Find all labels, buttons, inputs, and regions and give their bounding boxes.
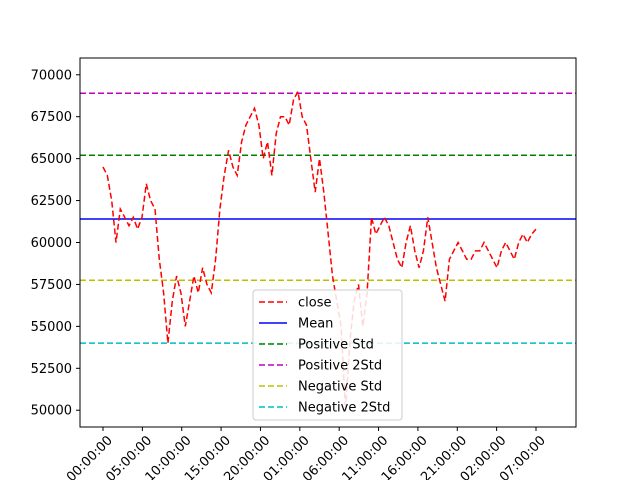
legend-label: close (298, 296, 331, 311)
close-series-line (102, 89, 537, 411)
y-tick-label: 65000 (31, 152, 72, 167)
legend-label: Positive Std (298, 338, 374, 353)
legend-label: Positive 2Std (298, 359, 382, 374)
y-axis: 50000 52500 55000 57500 60000 62500 65000 67500… (31, 68, 80, 419)
y-tick-label: 57500 (31, 278, 72, 293)
legend-label: Negative 2Std (298, 401, 390, 416)
y-tick-label: 52500 (31, 362, 72, 377)
legend-box (252, 289, 403, 421)
y-tick-label: 62500 (31, 194, 72, 209)
y-tick-label: 50000 (31, 404, 72, 419)
y-tick-label: 67500 (31, 110, 72, 125)
series-layer (102, 89, 537, 411)
y-tick-label: 70000 (31, 68, 72, 83)
y-tick-label: 60000 (31, 236, 72, 251)
y-tick-label: 55000 (31, 320, 72, 335)
legend-label: Negative Std (298, 380, 382, 395)
legend-label: Mean (298, 317, 333, 332)
legend: close Mean Positive Std Positive 2Std Negati… (252, 289, 403, 421)
